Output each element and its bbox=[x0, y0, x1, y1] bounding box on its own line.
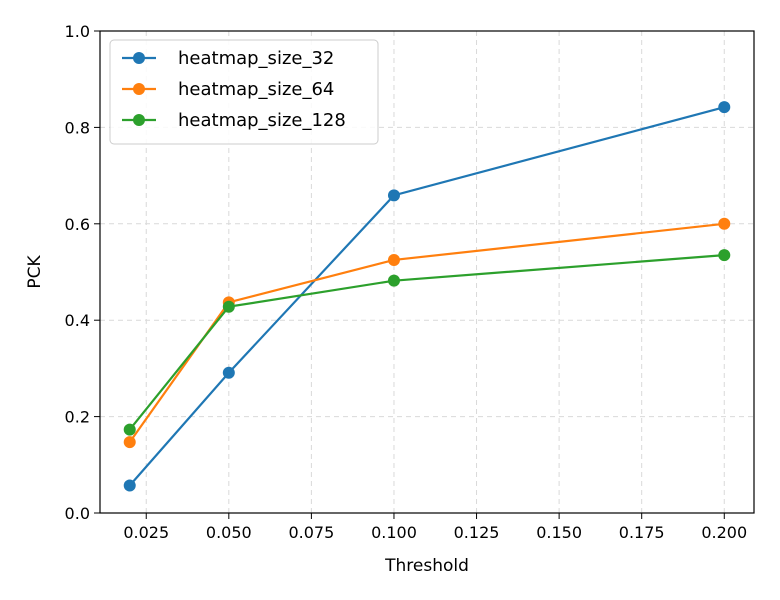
y-axis-label: PCK bbox=[25, 255, 45, 289]
x-tick-label: 0.050 bbox=[206, 523, 252, 542]
legend-swatch-marker bbox=[133, 114, 145, 126]
legend-label: heatmap_size_64 bbox=[178, 79, 334, 100]
x-axis-label: Threshold bbox=[384, 556, 469, 576]
legend-item: heatmap_size_128 bbox=[122, 110, 346, 131]
data-point bbox=[222, 300, 235, 313]
x-tick-label: 0.100 bbox=[371, 523, 417, 542]
data-point bbox=[387, 189, 400, 202]
legend-swatch-marker bbox=[133, 83, 145, 95]
legend-label: heatmap_size_32 bbox=[178, 48, 334, 69]
plot-area bbox=[99, 30, 755, 514]
legend-item: heatmap_size_32 bbox=[122, 48, 334, 69]
data-point bbox=[718, 101, 731, 114]
legend-label: heatmap_size_128 bbox=[178, 110, 346, 131]
x-tick-label: 0.075 bbox=[288, 523, 334, 542]
data-point bbox=[387, 274, 400, 287]
data-point bbox=[718, 217, 731, 230]
series-group bbox=[123, 101, 731, 492]
legend-box bbox=[109, 39, 379, 145]
y-axis: 0.0 0.2 0.4 0.6 0.8 1.0 bbox=[65, 22, 100, 523]
data-point bbox=[387, 253, 400, 266]
data-point bbox=[222, 366, 235, 379]
y-tick-label: 0.2 bbox=[65, 408, 90, 427]
data-point bbox=[123, 423, 136, 436]
x-tick-label: 0.025 bbox=[123, 523, 169, 542]
series-line bbox=[128, 106, 725, 487]
series-heatmap_size_64 bbox=[123, 217, 731, 449]
legend-item: heatmap_size_64 bbox=[122, 79, 334, 100]
data-point bbox=[123, 436, 136, 449]
data-point bbox=[123, 479, 136, 492]
series-heatmap_size_32 bbox=[123, 101, 731, 492]
y-tick-label: 0.0 bbox=[65, 504, 90, 523]
y-tick-label: 0.6 bbox=[65, 215, 90, 234]
x-tick-label: 0.175 bbox=[619, 523, 665, 542]
x-tick-label: 0.125 bbox=[454, 523, 500, 542]
x-tick-label: 0.200 bbox=[701, 523, 747, 542]
series-heatmap_size_128 bbox=[123, 249, 731, 436]
y-tick-label: 0.8 bbox=[65, 118, 90, 137]
legend: heatmap_size_32 heatmap_size_64 heatmap_si… bbox=[109, 39, 379, 145]
series-line bbox=[128, 222, 725, 443]
x-tick-label: 0.150 bbox=[536, 523, 582, 542]
y-tick-label: 0.4 bbox=[65, 311, 90, 330]
y-tick-label: 1.0 bbox=[65, 22, 90, 41]
data-point bbox=[718, 249, 731, 262]
legend-swatch-marker bbox=[133, 52, 145, 64]
series-line bbox=[128, 254, 725, 431]
x-axis: 0.025 0.050 0.075 0.100 0.125 0.150 0.175 0.200 bbox=[123, 513, 747, 542]
